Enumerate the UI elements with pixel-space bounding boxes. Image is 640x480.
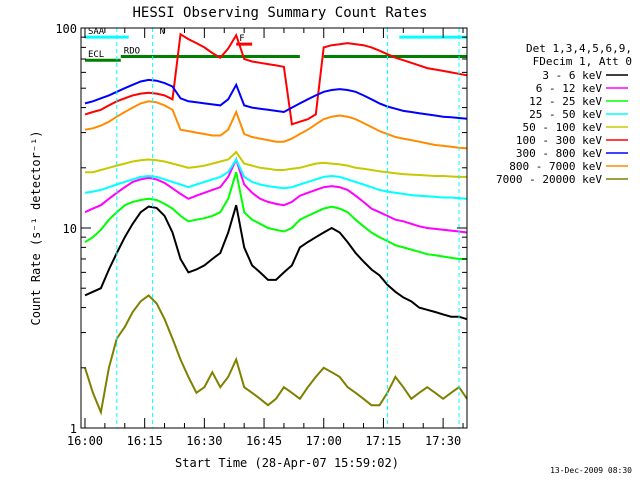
- legend-label-6: 100 - 300 keV: [516, 134, 602, 147]
- legend-label-5: 50 - 100 keV: [523, 121, 603, 134]
- y-axis: 1 10 100: [55, 22, 467, 436]
- legend-label-1: 3 - 6 keV: [542, 69, 602, 82]
- flag-label-f: F: [239, 34, 244, 44]
- x-tick-label-1: 16:00: [67, 434, 103, 448]
- series-line-8: [84, 100, 468, 150]
- series-line-3: [84, 171, 467, 260]
- series-line-1: [84, 204, 468, 321]
- legend: Det 1,3,4,5,6,9,FDecim 1, Att 03 - 6 keV…: [496, 42, 632, 186]
- x-axis-label: Start Time (28-Apr-07 15:59:02): [175, 456, 399, 470]
- legend-label-4: 25 - 50 keV: [529, 108, 602, 121]
- flag-label-rdo: RDO: [124, 47, 140, 57]
- series-layer: [84, 32, 468, 416]
- flag-label-n: N: [160, 27, 165, 37]
- legend-label-8: 800 - 7000 keV: [509, 160, 602, 173]
- x-tick-label-2: 16:15: [127, 434, 163, 448]
- flag-label-saa: SAA: [88, 27, 105, 37]
- flags-layer: SAA N RDO ECL F: [84, 27, 467, 62]
- y-tick-label-1: 1: [70, 422, 77, 436]
- x-axis: 16:00 16:15 16:30 16:45 17:00 17:15 17:30: [67, 28, 464, 448]
- legend-label-2: 6 - 12 keV: [536, 82, 603, 95]
- y-tick-label-3: 100: [55, 22, 77, 36]
- series-line-6: [84, 32, 468, 126]
- plot-frame: [80, 27, 468, 429]
- series-line-9: [84, 294, 468, 416]
- x-tick-label-7: 17:30: [425, 434, 461, 448]
- y-axis-label: Count Rate (s⁻¹ detector⁻¹): [29, 130, 43, 325]
- legend-header-2: FDecim 1, Att 0: [533, 55, 632, 68]
- x-tick-label-3: 16:30: [186, 434, 222, 448]
- legend-label-9: 7000 - 20000 keV: [496, 173, 602, 186]
- chart-title: HESSI Observing Summary Count Rates: [132, 5, 427, 21]
- x-tick-label-6: 17:15: [365, 434, 401, 448]
- legend-label-3: 12 - 25 keV: [529, 95, 602, 108]
- series-line-2: [84, 156, 468, 234]
- legend-header-1: Det 1,3,4,5,6,9,: [526, 42, 632, 55]
- y-tick-label-2: 10: [63, 222, 77, 236]
- flag-label-ecl: ECL: [88, 50, 104, 60]
- series-line-5: [85, 150, 467, 178]
- legend-label-7: 300 - 800 keV: [516, 147, 602, 160]
- series-line-7: [84, 78, 468, 120]
- timestamp: 13-Dec-2009 08:30: [550, 466, 632, 475]
- series-line-4: [84, 157, 468, 200]
- x-tick-label-5: 17:00: [306, 434, 342, 448]
- vlines-layer: [116, 28, 460, 428]
- x-tick-label-4: 16:45: [246, 434, 282, 448]
